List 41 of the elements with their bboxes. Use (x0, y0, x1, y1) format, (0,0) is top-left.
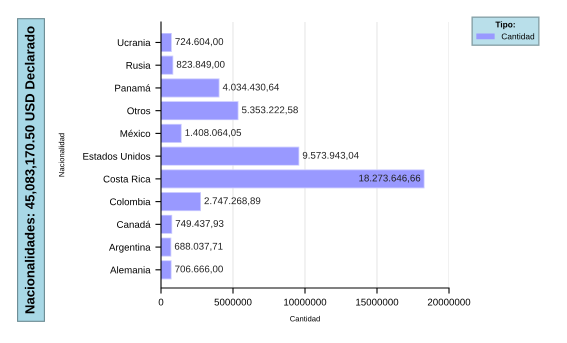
data-label: 2.747.268,89 (204, 197, 260, 206)
bar (161, 101, 239, 120)
bar (161, 169, 425, 188)
y-tick-label: Argentina (108, 244, 151, 253)
data-label: 823.849,00 (176, 60, 225, 69)
y-tick-label: Estados Unidos (83, 152, 150, 160)
legend-label: Cantidad (502, 33, 534, 40)
y-tick-label: México (120, 130, 150, 138)
bar (161, 192, 201, 212)
data-label: 724.604,00 (175, 38, 224, 46)
y-tick-label: Panamá (115, 84, 151, 92)
data-label: 9.573.943,04 (302, 152, 359, 160)
bar (161, 214, 172, 234)
x-tick-label: 20000000 (428, 298, 470, 306)
data-label: 688.037,71 (174, 242, 223, 251)
y-tick-label: Costa Rica (104, 175, 151, 182)
bar (161, 78, 220, 98)
data-label: 749.437,93 (176, 220, 224, 228)
x-tick-label: 15000000 (356, 298, 398, 306)
bar (161, 32, 172, 52)
bar (161, 238, 172, 257)
y-tick-label: Otros (127, 107, 150, 114)
x-tick-label: 5000000 (214, 298, 252, 306)
y-tick-label: Ucrania (118, 38, 151, 46)
y-tick-label: Rusia (126, 62, 151, 69)
y-tick-label: Alemania (110, 266, 151, 274)
bar (161, 146, 300, 166)
y-tick-label: Colombia (110, 198, 151, 206)
bar (161, 124, 182, 143)
data-label: 5.353.222,58 (242, 106, 298, 114)
y-tick-label: Canadá (117, 220, 151, 228)
data-label: 4.034.430,64 (222, 84, 280, 92)
bar (161, 260, 172, 280)
legend-title: Tipo: (495, 21, 515, 30)
data-label: 18.273.646,66 (359, 174, 420, 183)
x-tick-label: 10000000 (284, 298, 326, 306)
data-label: 706.666,00 (175, 266, 223, 274)
bar (161, 56, 174, 75)
data-label: 1.408.064,05 (185, 129, 242, 138)
text: Nacionalidades: 45,083,170.50 USD Declarado (24, 26, 36, 314)
x-tick-label: 0 (158, 298, 164, 306)
